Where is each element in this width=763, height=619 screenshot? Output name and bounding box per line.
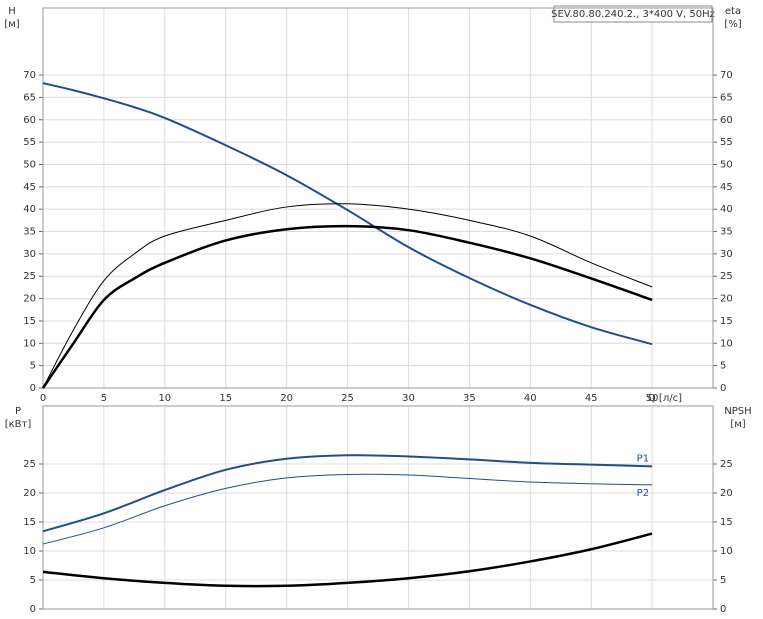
y-axis-unit: [м] bbox=[4, 19, 19, 30]
y2-tick-label: 45 bbox=[720, 182, 733, 193]
y-tick-label: 60 bbox=[23, 115, 36, 126]
x-tick-label: 20 bbox=[280, 393, 293, 404]
x-tick-label: 30 bbox=[402, 393, 415, 404]
y2-tick-label: 65 bbox=[720, 92, 733, 103]
y2-tick-label: 30 bbox=[720, 249, 733, 260]
x-tick-label: 50 bbox=[646, 393, 659, 404]
curve-label: P2 bbox=[637, 488, 649, 499]
y2-tick-label: 20 bbox=[720, 488, 733, 499]
y2-tick-label: 5 bbox=[720, 575, 726, 586]
y-tick-label: 25 bbox=[23, 271, 36, 282]
curve-label: P1 bbox=[637, 453, 649, 464]
y2-axis-unit: [%] bbox=[724, 19, 741, 30]
y2-tick-label: 35 bbox=[720, 227, 733, 238]
y-tick-label: 0 bbox=[30, 383, 36, 394]
y2-tick-label: 0 bbox=[720, 383, 726, 394]
y2-tick-label: 5 bbox=[720, 361, 726, 372]
x-axis-label: Q [л/с] bbox=[648, 393, 682, 404]
x-tick-label: 15 bbox=[219, 393, 232, 404]
x-tick-label: 40 bbox=[524, 393, 537, 404]
chart-title: SEV.80.80.240.2., 3*400 V, 50Hz bbox=[551, 9, 715, 20]
plot-frame bbox=[42, 405, 714, 610]
y-tick-label: 50 bbox=[23, 159, 36, 170]
y2-tick-label: 50 bbox=[720, 159, 733, 170]
title-box bbox=[553, 5, 713, 23]
y-tick-label: 15 bbox=[23, 517, 36, 528]
y-tick-label: 5 bbox=[30, 361, 36, 372]
x-tick-label: 35 bbox=[463, 393, 476, 404]
y2-tick-label: 15 bbox=[720, 316, 733, 327]
curve bbox=[42, 532, 653, 588]
y-tick-label: 0 bbox=[30, 604, 36, 615]
y-tick-label: 20 bbox=[23, 294, 36, 305]
y2-axis-label: NPSH bbox=[724, 406, 751, 417]
y2-tick-label: 40 bbox=[720, 204, 733, 215]
y2-axis-unit: [м] bbox=[730, 419, 745, 430]
x-tick-label: 10 bbox=[158, 393, 171, 404]
y2-tick-label: 25 bbox=[720, 459, 733, 470]
y-tick-label: 35 bbox=[23, 227, 36, 238]
curve bbox=[41, 224, 653, 389]
y2-tick-label: 15 bbox=[720, 517, 733, 528]
y2-axis-label: eta bbox=[725, 6, 741, 17]
y-tick-label: 20 bbox=[23, 488, 36, 499]
y-tick-label: 15 bbox=[23, 316, 36, 327]
x-tick-label: 5 bbox=[101, 393, 107, 404]
y-axis-label: H bbox=[8, 6, 16, 17]
plot-frame bbox=[42, 7, 714, 389]
y-tick-label: 70 bbox=[23, 70, 36, 81]
y-tick-label: 10 bbox=[23, 546, 36, 557]
y2-tick-label: 10 bbox=[720, 546, 733, 557]
y2-tick-label: 20 bbox=[720, 294, 733, 305]
y-tick-label: 40 bbox=[23, 204, 36, 215]
y-tick-label: 25 bbox=[23, 459, 36, 470]
curve bbox=[42, 203, 653, 389]
y-axis-unit: [кВт] bbox=[5, 419, 32, 430]
y-tick-label: 45 bbox=[23, 182, 36, 193]
y2-tick-label: 70 bbox=[720, 70, 733, 81]
y-tick-label: 65 bbox=[23, 92, 36, 103]
x-tick-label: 25 bbox=[341, 393, 354, 404]
y2-tick-label: 55 bbox=[720, 137, 733, 148]
curve bbox=[42, 82, 653, 346]
curve bbox=[42, 473, 653, 545]
y-tick-label: 5 bbox=[30, 575, 36, 586]
y-axis-label: P bbox=[15, 406, 21, 417]
y2-tick-label: 60 bbox=[720, 115, 733, 126]
y2-tick-label: 25 bbox=[720, 271, 733, 282]
y-tick-label: 55 bbox=[23, 137, 36, 148]
curve bbox=[42, 454, 653, 533]
y2-tick-label: 0 bbox=[720, 604, 726, 615]
x-tick-label: 0 bbox=[40, 393, 46, 404]
y2-tick-label: 10 bbox=[720, 338, 733, 349]
y-tick-label: 10 bbox=[23, 338, 36, 349]
x-tick-label: 45 bbox=[585, 393, 598, 404]
y-tick-label: 30 bbox=[23, 249, 36, 260]
